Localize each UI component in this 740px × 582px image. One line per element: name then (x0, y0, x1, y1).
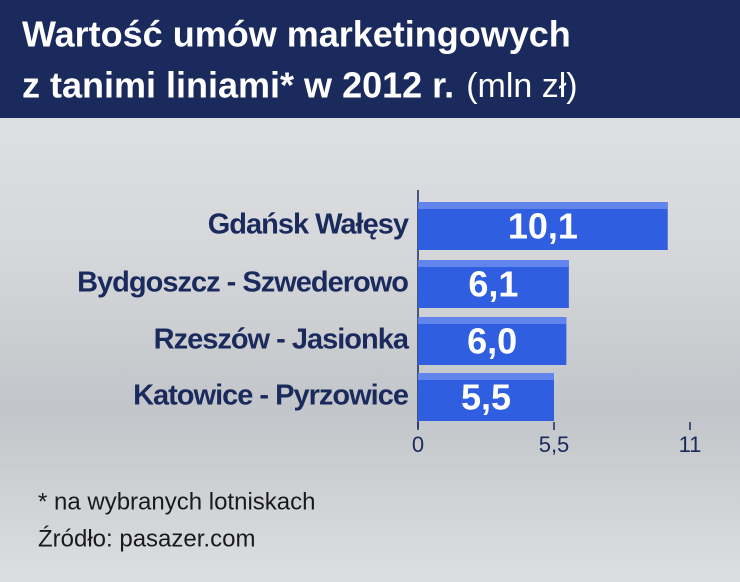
category-label: Katowice - Pyrzowice (133, 380, 409, 412)
x-tick-label: 5,5 (539, 432, 570, 457)
bar-highlight (418, 260, 569, 267)
bar (418, 202, 668, 250)
bar-highlight (418, 317, 567, 324)
value-label: 10,1 (508, 206, 578, 247)
bar-highlight (418, 202, 668, 209)
value-label: 6,1 (468, 264, 518, 305)
title-line: Wartość umów marketingowych (22, 14, 571, 55)
value-label: 5,5 (461, 377, 511, 418)
bar-highlight (418, 373, 554, 380)
category-label: Gdańsk Wałęsy (208, 209, 409, 241)
source: Źródło: pasazer.com (38, 525, 255, 552)
x-tick-label: 11 (679, 432, 702, 457)
header (0, 0, 740, 118)
bar (418, 373, 554, 421)
x-tick-label: 0 (412, 432, 424, 457)
title-line: z tanimi liniami* w 2012 r. (22, 65, 454, 106)
bar (418, 260, 569, 308)
value-label: 6,0 (467, 321, 517, 362)
title-unit: (mln zł) (466, 67, 577, 105)
footnote: * na wybranych lotniskach (38, 488, 315, 515)
category-label: Rzeszów - Jasionka (154, 324, 410, 356)
bar (418, 317, 567, 365)
category-label: Bydgoszcz - Szwederowo (77, 267, 408, 299)
